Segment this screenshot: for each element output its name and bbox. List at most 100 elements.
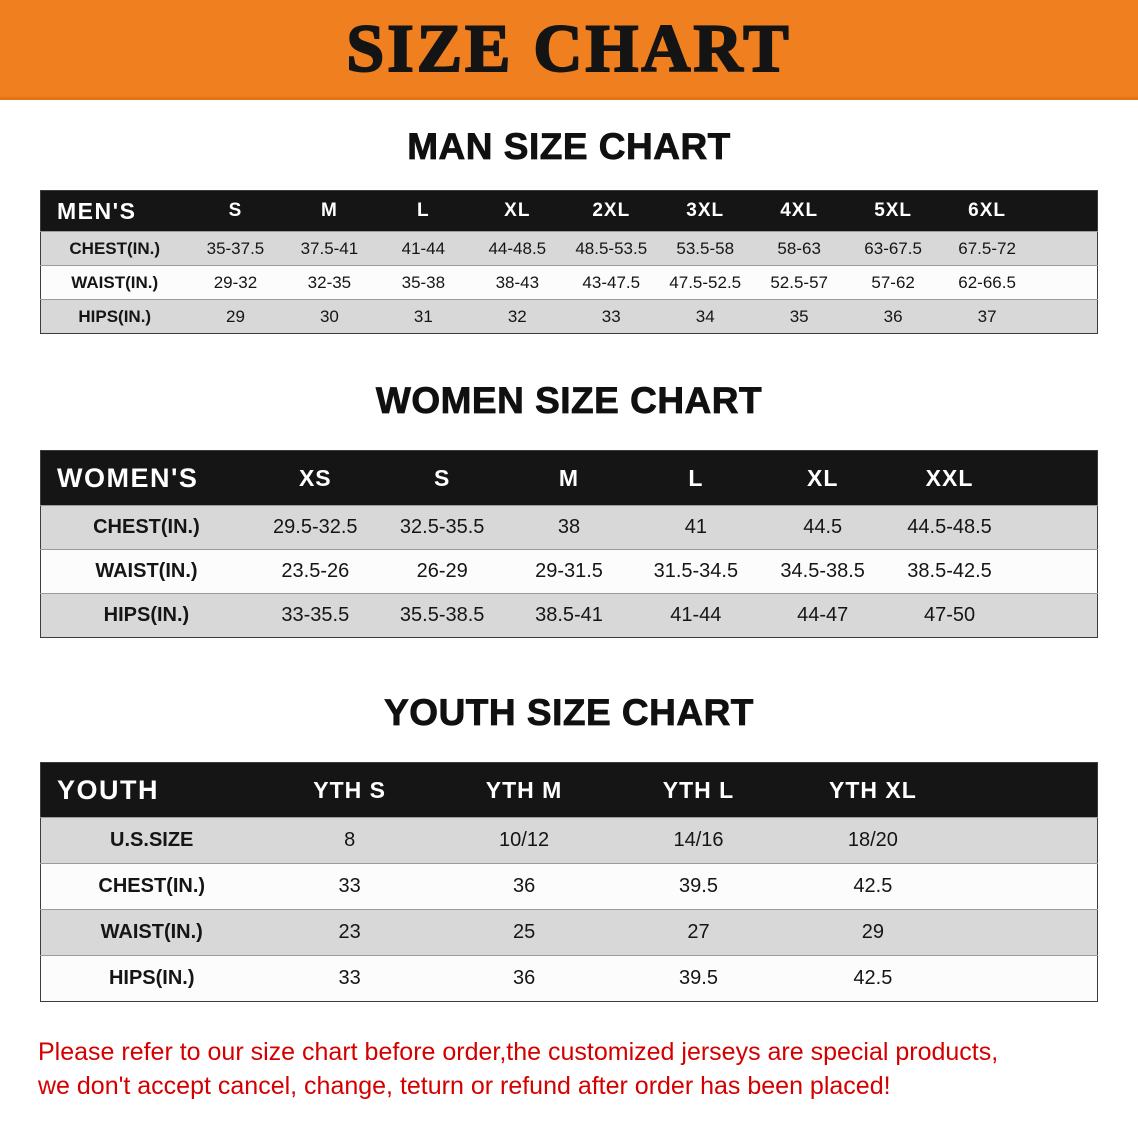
size-value: 36	[436, 863, 612, 910]
footer-note-line2: we don't accept cancel, change, teturn o…	[38, 1071, 891, 1100]
row-label: HIPS(IN.)	[40, 593, 252, 638]
size-value: 39.5	[611, 863, 786, 910]
filler-cell	[960, 863, 1098, 910]
measurement-row: U.S.SIZE 8 10/12 14/16 18/20	[40, 817, 1098, 864]
filler-cell	[960, 955, 1098, 1002]
women-section: WOMEN SIZE CHART WOMEN'S XS S M L XL XXL CHEST(…	[0, 380, 1138, 638]
size-column-header: S	[188, 190, 283, 232]
size-value: 35.5-38.5	[378, 593, 506, 638]
table-title-cell: MEN'S	[40, 190, 189, 232]
size-value: 44.5-48.5	[886, 505, 1013, 550]
size-column-header: 5XL	[846, 190, 941, 232]
size-value: 34	[658, 299, 753, 334]
size-value: 30	[282, 299, 377, 334]
size-value: 44-48.5	[470, 231, 565, 266]
size-value: 41	[632, 505, 760, 550]
size-value: 43-47.5	[564, 265, 659, 300]
header-row: MEN'S S M L XL 2XL 3XL 4XL 5XL 6XL	[40, 190, 1098, 232]
size-value: 36	[436, 955, 612, 1002]
measurement-row: WAIST(IN.) 23 25 27 29	[40, 909, 1098, 956]
size-value: 36	[846, 299, 941, 334]
measurement-row: HIPS(IN.) 29 30 31 32 33 34 35 36 37	[40, 299, 1098, 334]
size-value: 41-44	[376, 231, 471, 266]
size-column-header: YTH XL	[785, 762, 961, 818]
filler-cell	[1012, 450, 1098, 506]
size-column-header: 4XL	[752, 190, 847, 232]
size-column-header: 3XL	[658, 190, 753, 232]
men-heading: MAN SIZE CHART	[407, 126, 731, 168]
size-column-header: YTH M	[436, 762, 612, 818]
size-value: 27	[611, 909, 786, 956]
filler-cell	[1012, 593, 1098, 638]
filler-cell	[960, 909, 1098, 956]
row-label: CHEST(IN.)	[40, 231, 189, 266]
row-label: CHEST(IN.)	[40, 505, 252, 550]
measurement-row: WAIST(IN.) 23.5-26 26-29 29-31.5 31.5-34.5 34…	[40, 549, 1098, 594]
header-row: WOMEN'S XS S M L XL XXL	[40, 450, 1098, 506]
size-value: 38.5-42.5	[886, 549, 1013, 594]
size-value: 31	[376, 299, 471, 334]
size-value: 32	[470, 299, 565, 334]
women-size-table: WOMEN'S XS S M L XL XXL CHEST(IN.) 29.5-32.5 32.5…	[40, 450, 1098, 638]
size-value: 44.5	[759, 505, 887, 550]
row-label: U.S.SIZE	[40, 817, 263, 864]
footer-note-line1: Please refer to our size chart before or…	[38, 1038, 999, 1066]
row-label: HIPS(IN.)	[40, 299, 189, 334]
size-value: 37.5-41	[282, 231, 377, 266]
size-value: 14/16	[611, 817, 786, 864]
size-column-header: L	[632, 450, 760, 506]
filler-cell	[1034, 265, 1098, 300]
size-value: 29-32	[188, 265, 283, 300]
size-value: 29.5-32.5	[251, 505, 379, 550]
size-value: 33-35.5	[251, 593, 379, 638]
filler-cell	[1034, 190, 1098, 232]
measurement-row: CHEST(IN.) 35-37.5 37.5-41 41-44 44-48.5 48.5…	[40, 231, 1098, 266]
footer-note: Please refer to our size chart before or…	[38, 1036, 1100, 1103]
size-column-header: 6XL	[940, 190, 1035, 232]
size-value: 57-62	[846, 265, 941, 300]
size-column-header: L	[376, 190, 471, 232]
size-value: 47.5-52.5	[658, 265, 753, 300]
size-value: 18/20	[785, 817, 961, 864]
size-value: 42.5	[785, 955, 961, 1002]
size-value: 26-29	[378, 549, 506, 594]
header-row: YOUTH YTH S YTH M YTH L YTH XL	[40, 762, 1098, 818]
filler-cell	[1012, 505, 1098, 550]
measurement-row: HIPS(IN.) 33 36 39.5 42.5	[40, 955, 1098, 1002]
size-value: 23.5-26	[251, 549, 379, 594]
measurement-row: CHEST(IN.) 33 36 39.5 42.5	[40, 863, 1098, 910]
filler-cell	[1012, 549, 1098, 594]
size-value: 34.5-38.5	[759, 549, 887, 594]
row-label: WAIST(IN.)	[40, 909, 263, 956]
filler-cell	[960, 817, 1098, 864]
size-column-header: XXL	[886, 450, 1013, 506]
measurement-row: CHEST(IN.) 29.5-32.5 32.5-35.5 38 41 44.5 44.5…	[40, 505, 1098, 550]
size-value: 10/12	[436, 817, 612, 864]
men-size-table: MEN'S S M L XL 2XL 3XL 4XL 5XL 6XL CHEST(IN.) 35-37…	[40, 190, 1098, 334]
size-column-header: XL	[470, 190, 565, 232]
size-value: 44-47	[759, 593, 887, 638]
size-value: 35-37.5	[188, 231, 283, 266]
filler-cell	[1034, 231, 1098, 266]
row-label: WAIST(IN.)	[40, 265, 189, 300]
size-value: 42.5	[785, 863, 961, 910]
size-value: 62-66.5	[940, 265, 1035, 300]
table-title-cell: YOUTH	[40, 762, 263, 818]
size-value: 29	[188, 299, 283, 334]
size-value: 32-35	[282, 265, 377, 300]
size-value: 33	[262, 955, 437, 1002]
size-column-header: YTH L	[611, 762, 786, 818]
size-value: 48.5-53.5	[564, 231, 659, 266]
size-column-header: 2XL	[564, 190, 659, 232]
size-column-header: M	[282, 190, 377, 232]
size-value: 67.5-72	[940, 231, 1035, 266]
size-value: 38.5-41	[505, 593, 633, 638]
size-value: 63-67.5	[846, 231, 941, 266]
size-value: 38-43	[470, 265, 565, 300]
size-value: 37	[940, 299, 1035, 334]
size-value: 52.5-57	[752, 265, 847, 300]
size-column-header: YTH S	[262, 762, 437, 818]
size-column-header: S	[378, 450, 506, 506]
size-value: 35	[752, 299, 847, 334]
